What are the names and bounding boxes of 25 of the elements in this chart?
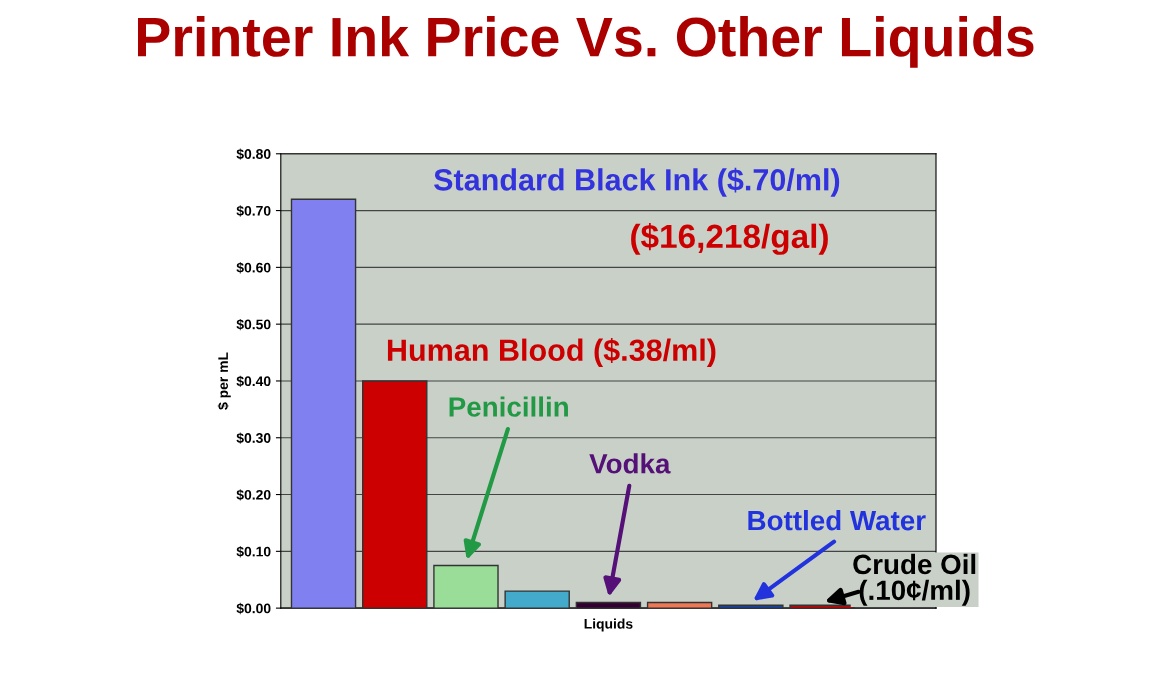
annotation: Bottled Water bbox=[748, 509, 926, 531]
bar bbox=[504, 590, 570, 609]
annotation: ($16,218/gal) bbox=[631, 223, 828, 255]
bar bbox=[433, 564, 499, 609]
y-axis-title: $ per mL bbox=[217, 352, 231, 410]
y-tick-label: $0.60 bbox=[236, 262, 271, 274]
annotation: Crude Oil (.10¢/ml) bbox=[853, 553, 976, 606]
y-tick-label: $0.20 bbox=[236, 489, 271, 501]
bar bbox=[290, 198, 357, 609]
annotation: Vodka bbox=[589, 453, 671, 474]
y-tick-label: $0.50 bbox=[236, 318, 271, 331]
annotation: Human Blood ($.38/ml) bbox=[387, 338, 716, 368]
bar bbox=[362, 380, 428, 609]
bar bbox=[575, 601, 642, 609]
chart-title: Printer Ink Price Vs. Other Liquids bbox=[138, 16, 1034, 68]
y-tick-label: $0.30 bbox=[236, 432, 271, 444]
y-tick-label: $0.70 bbox=[236, 205, 271, 217]
annotation: Penicillin bbox=[449, 396, 568, 417]
annotation: Standard Black Ink ($.70/ml) bbox=[434, 167, 840, 197]
bar bbox=[646, 601, 713, 609]
x-axis-title: Liquids bbox=[584, 618, 633, 632]
y-tick-label: $0.40 bbox=[236, 375, 271, 388]
y-tick-label: $0.10 bbox=[236, 546, 271, 558]
y-tick-label: $0.00 bbox=[236, 602, 271, 615]
y-tick-label: $0.80 bbox=[236, 148, 271, 160]
